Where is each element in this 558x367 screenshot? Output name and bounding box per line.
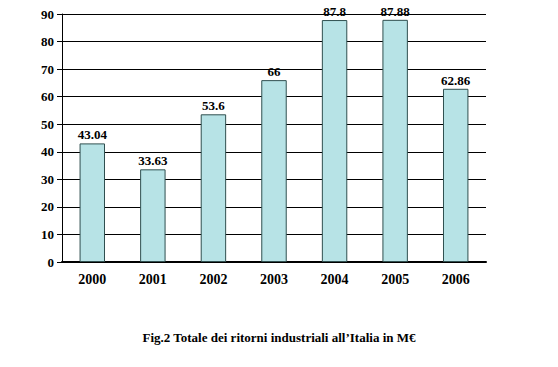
svg-text:30: 30 [41,172,54,187]
svg-text:90: 90 [41,7,54,22]
svg-text:43.04: 43.04 [78,127,108,142]
svg-text:87.8: 87.8 [323,4,346,19]
svg-text:2005: 2005 [381,272,409,287]
svg-text:62.86: 62.86 [441,73,471,88]
svg-text:40: 40 [41,144,54,159]
svg-text:70: 70 [41,62,54,77]
svg-text:66: 66 [268,64,282,79]
svg-text:80: 80 [41,34,54,49]
svg-text:87.88: 87.88 [381,4,411,19]
svg-text:2006: 2006 [442,272,470,287]
svg-text:2000: 2000 [78,272,106,287]
svg-text:Fig.2 Totale dei ritorni indus: Fig.2 Totale dei ritorni industriali all… [142,330,416,345]
svg-text:2003: 2003 [260,272,288,287]
svg-text:50: 50 [41,117,54,132]
svg-text:2004: 2004 [321,272,349,287]
svg-text:20: 20 [41,199,54,214]
svg-text:53.6: 53.6 [202,98,225,113]
svg-text:33.63: 33.63 [138,153,168,168]
svg-text:2002: 2002 [199,272,227,287]
svg-text:60: 60 [41,89,54,104]
svg-text:2001: 2001 [139,272,167,287]
svg-text:10: 10 [41,227,54,242]
svg-text:0: 0 [48,255,55,270]
